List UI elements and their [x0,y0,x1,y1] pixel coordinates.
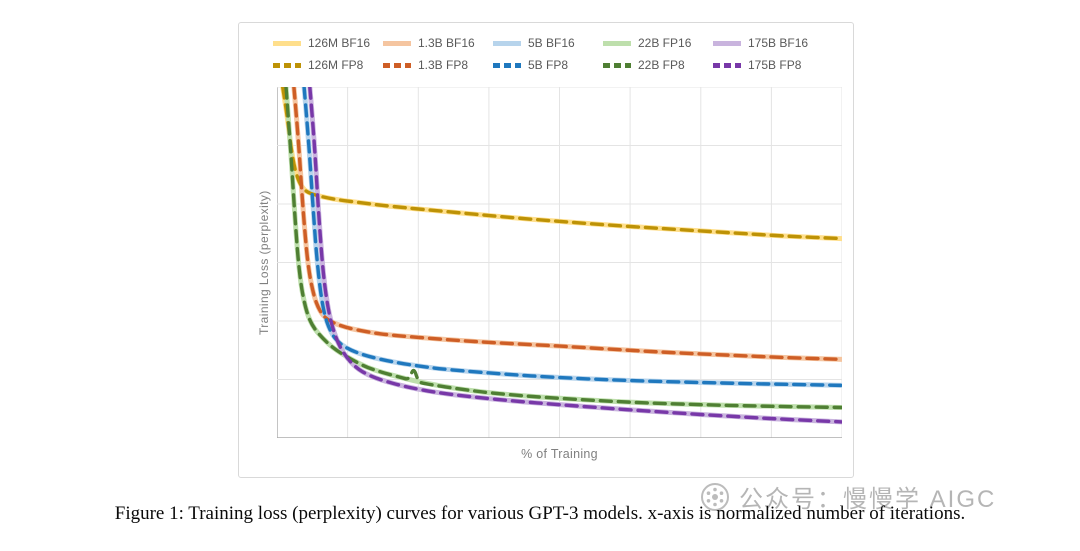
legend-label: 175B FP8 [748,58,802,72]
legend-row-2: 126M FP8 1.3B FP8 5B FP8 22B FP8 175B FP8 [239,58,853,72]
legend-item-1-3b-fp8: 1.3B FP8 [382,58,490,72]
legend-item-126m-bf16: 126M BF16 [272,36,380,50]
legend-label: 126M FP8 [308,58,364,72]
legend-label: 22B FP8 [638,58,685,72]
legend-item-5b-bf16: 5B BF16 [492,36,600,50]
legend-label: 175B BF16 [748,36,809,50]
chart-legend: 126M BF16 1.3B BF16 5B BF16 22B FP16 175B BF… [239,36,853,72]
legend-swatch-1-3b-fp8 [383,62,411,68]
legend-row-1: 126M BF16 1.3B BF16 5B BF16 22B FP16 175B BF… [239,36,853,50]
series-126m-bf16 [280,87,842,242]
legend-label: 5B FP8 [528,58,569,72]
legend-swatch-1-3b-bf16 [383,40,411,46]
series-5b-fp8 [302,87,842,388]
legend-item-5b-fp8: 5B FP8 [492,58,600,72]
legend-swatch-5b-bf16 [493,40,521,46]
legend-swatch-22b-fp8 [603,62,631,68]
series-22b-fp8 [284,87,842,410]
figure-panel: 126M BF16 1.3B BF16 5B BF16 22B FP16 175B BF… [238,22,854,478]
series-126m-fp8 [281,87,842,241]
series-lines [280,87,842,425]
legend-item-126m-fp8: 126M FP8 [272,58,380,72]
series-22b-fp16 [283,87,842,410]
series-175b-fp8 [308,87,842,424]
watermark: 公众号：慢慢学 AIGC [700,479,996,514]
plot-svg [277,87,842,438]
series-1-3b-fp8 [292,87,842,362]
legend-swatch-22b-fp16 [603,40,631,46]
legend-swatch-5b-fp8 [493,62,521,68]
legend-label: 1.3B BF16 [418,36,475,50]
legend-label: 1.3B FP8 [418,58,469,72]
chart-area: Training Loss (perplexity) [251,87,842,438]
figure-caption: Figure 1: Training loss (perplexity) cur… [114,503,966,524]
watermark-logo-icon [701,482,729,511]
watermark-text: 公众号：慢慢学 AIGC [739,486,997,513]
y-axis-label: Training Loss (perplexity) [257,190,271,335]
legend-item-1-3b-bf16: 1.3B BF16 [382,36,490,50]
legend-swatch-126m-bf16 [273,40,301,46]
legend-item-22b-fp16: 22B FP16 [602,36,710,50]
legend-swatch-175b-fp8 [713,62,741,68]
legend-item-175b-bf16: 175B BF16 [712,36,820,50]
legend-label: 126M BF16 [308,36,371,50]
legend-swatch-126m-fp8 [273,62,301,68]
legend-item-175b-fp8: 175B FP8 [712,58,820,72]
legend-label: 22B FP16 [638,36,692,50]
legend-swatch-175b-bf16 [713,40,741,46]
series-175b-bf16 [307,87,842,425]
x-axis-label: % of Training [521,447,598,461]
legend-label: 5B BF16 [528,36,575,50]
legend-item-22b-fp8: 22B FP8 [602,58,710,72]
